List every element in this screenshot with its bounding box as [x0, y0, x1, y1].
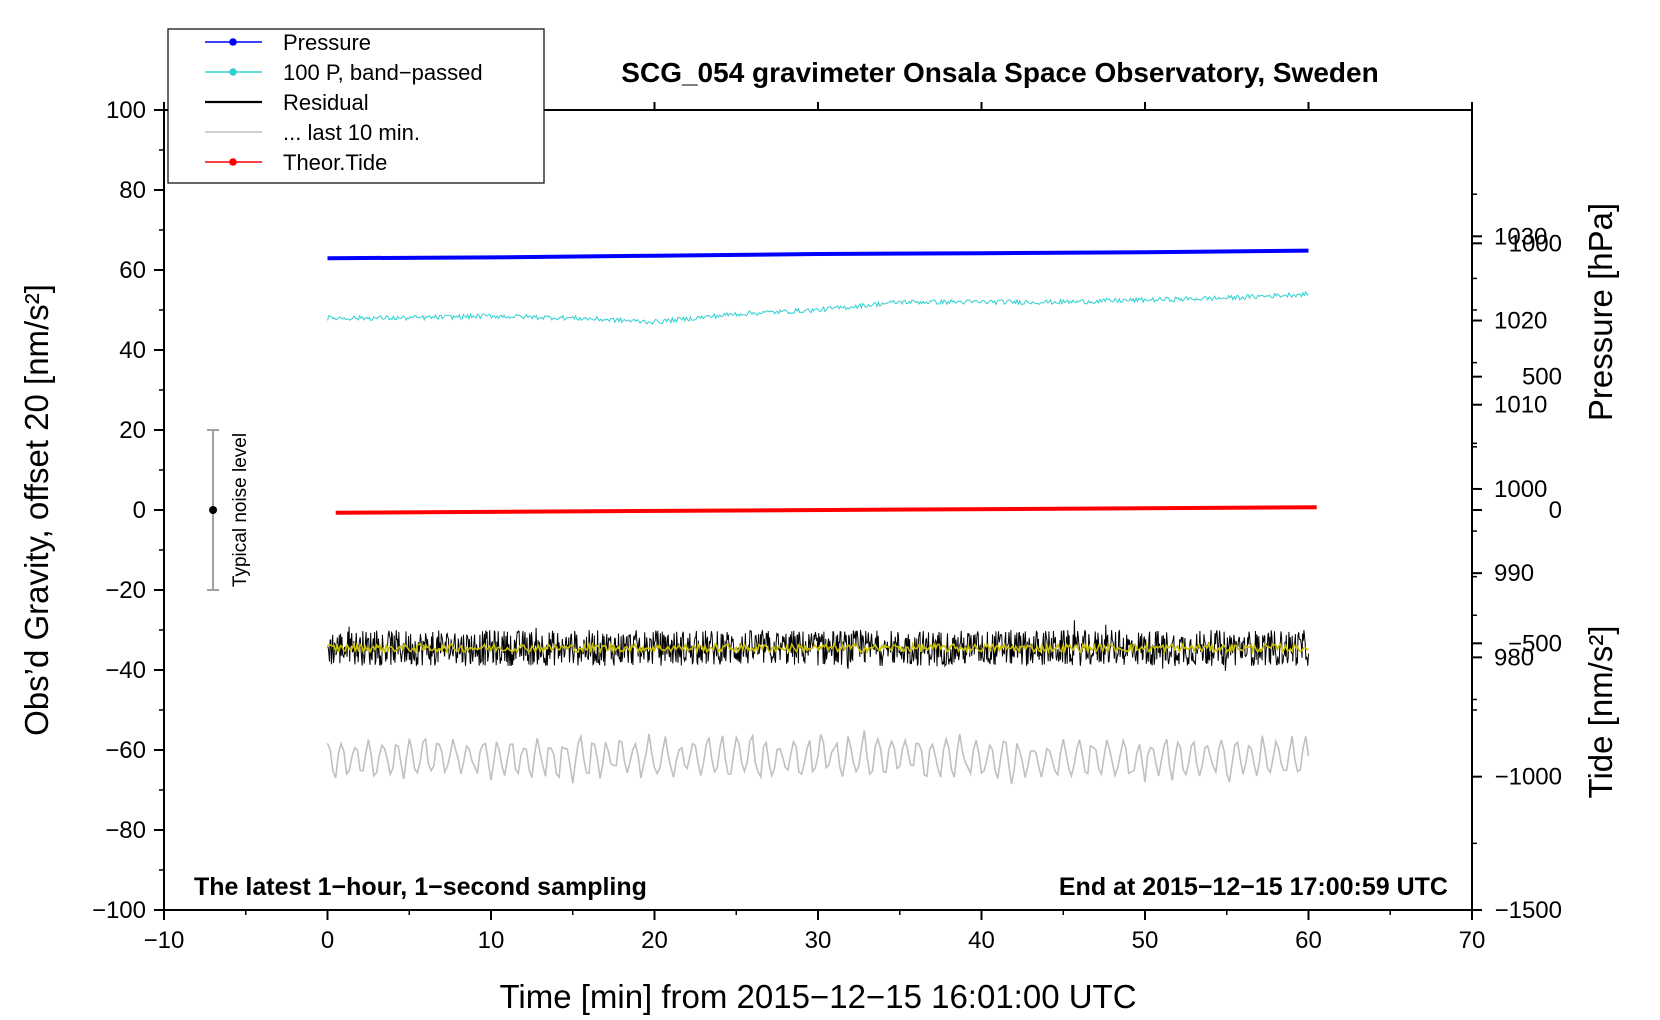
- legend-marker: [229, 38, 237, 46]
- y-tick-label: 100: [106, 97, 146, 124]
- legend-marker: [229, 158, 237, 166]
- legend-label: ... last 10 min.: [283, 120, 420, 145]
- tide-tick-label: 500: [1522, 364, 1562, 391]
- series-band-passed-pressure: [328, 292, 1309, 324]
- chart-title: SCG_054 gravimeter Onsala Space Observat…: [621, 57, 1378, 88]
- series-residual: [328, 620, 1309, 671]
- y-tick-label: 20: [119, 417, 146, 444]
- y-axis-title: Obs’d Gravity, offset 20 [nm/s²]: [18, 284, 55, 736]
- pressure-tick-label: 990: [1494, 560, 1534, 587]
- series-theor-tide: [336, 507, 1317, 512]
- y-tick-label: 40: [119, 337, 146, 364]
- y-tick-label: −100: [92, 897, 146, 924]
- tide-tick-label: −500: [1508, 630, 1562, 657]
- x-tick-label: 20: [641, 927, 668, 954]
- tide-axis-title: Tide [nm/s²]: [1582, 626, 1619, 799]
- y-axis-left: −100 −80 −60 −40 −20 0 20 40 60 80 100: [92, 97, 164, 924]
- tide-tick-label: −1000: [1495, 764, 1562, 791]
- x-tick-label: 30: [805, 927, 832, 954]
- end-time-annotation: End at 2015−12−15 17:00:59 UTC: [1059, 873, 1448, 901]
- x-axis: −10 0 10 20 30 40 50 60 70: [144, 102, 1486, 954]
- x-tick-label: 60: [1295, 927, 1322, 954]
- series-layer: [328, 251, 1317, 785]
- x-tick-label: −10: [144, 927, 185, 954]
- x-tick-label: 70: [1459, 927, 1486, 954]
- legend-label: Residual: [283, 90, 369, 115]
- sampling-annotation: The latest 1−hour, 1−second sampling: [194, 873, 647, 901]
- x-tick-label: 50: [1132, 927, 1159, 954]
- y-tick-label: 0: [133, 497, 146, 524]
- legend: Pressure 100 P, band−passed Residual ... la…: [168, 29, 544, 183]
- tide-tick-label: 0: [1549, 497, 1562, 524]
- y-tick-label: −80: [105, 817, 146, 844]
- y-tick-label: −40: [105, 657, 146, 684]
- legend-label: Theor.Tide: [283, 150, 387, 175]
- noise-level-bar: [207, 430, 219, 590]
- legend-label: 100 P, band−passed: [283, 60, 483, 85]
- pressure-tick-label: 1020: [1494, 308, 1547, 335]
- series-pressure: [328, 251, 1309, 259]
- pressure-tick-label: 1010: [1494, 392, 1547, 419]
- gravimeter-chart: SCG_054 gravimeter Onsala Space Observat…: [0, 0, 1660, 1020]
- legend-label: Pressure: [283, 30, 371, 55]
- tide-tick-label: 1000: [1509, 230, 1562, 257]
- pressure-axis-title: Pressure [hPa]: [1582, 203, 1619, 421]
- x-axis-title: Time [min] from 2015−12−15 16:01:00 UTC: [499, 978, 1136, 1015]
- noise-level-label: Typical noise level: [230, 433, 251, 587]
- x-tick-label: 40: [968, 927, 995, 954]
- legend-marker: [229, 68, 237, 76]
- x-tick-label: 10: [478, 927, 505, 954]
- y-tick-label: −60: [105, 737, 146, 764]
- y-tick-label: 60: [119, 257, 146, 284]
- series-last-10-min: [328, 730, 1309, 784]
- y-tick-label: 80: [119, 177, 146, 204]
- pressure-tick-label: 1000: [1494, 476, 1547, 503]
- noise-bar-center: [209, 506, 217, 514]
- x-tick-label: 0: [321, 927, 334, 954]
- tide-tick-label: −1500: [1495, 897, 1562, 924]
- y-tick-label: −20: [105, 577, 146, 604]
